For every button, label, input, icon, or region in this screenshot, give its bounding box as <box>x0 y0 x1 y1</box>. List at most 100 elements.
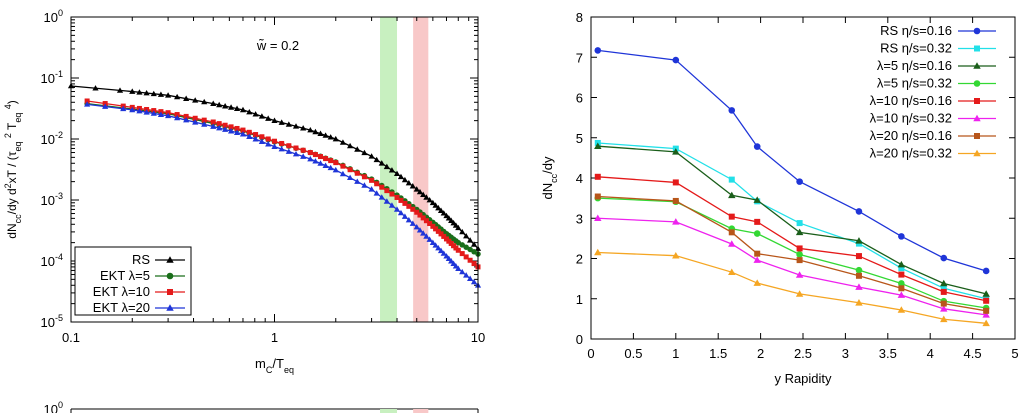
data-point <box>201 98 208 105</box>
data-point <box>239 106 247 113</box>
data-point <box>470 278 478 285</box>
data-point <box>423 218 429 224</box>
data-point <box>183 113 189 119</box>
data-point <box>402 200 408 206</box>
legend-marker <box>973 80 981 87</box>
y-tick-label: 10-1 <box>41 69 63 86</box>
data-point <box>222 126 229 132</box>
data-point <box>354 170 360 176</box>
data-point <box>426 236 433 242</box>
data-point <box>430 223 436 229</box>
data-point <box>982 319 990 327</box>
data-point <box>413 186 420 192</box>
data-point <box>312 128 319 135</box>
data-point <box>795 228 804 236</box>
x-tick-label: 1 <box>271 330 278 345</box>
data-point <box>388 202 396 208</box>
series-line <box>597 195 987 312</box>
legend-marker <box>167 289 173 295</box>
legend: RS η/s=0.16 RS η/s=0.32 λ=5 η/s=0.16 λ=5 η/… <box>870 23 996 161</box>
data-point <box>898 271 905 278</box>
x-tick-label: 4 <box>927 346 934 361</box>
x-tick-label: 4.5 <box>964 346 982 361</box>
data-point <box>897 260 906 268</box>
data-point <box>940 279 948 287</box>
y-tick-label: 3 <box>576 211 583 226</box>
data-point <box>433 226 439 232</box>
data-point <box>157 111 165 117</box>
x-tick-label: 2.5 <box>794 346 812 361</box>
data-point <box>84 98 90 104</box>
data-point <box>796 245 803 252</box>
x-tick-label: 5 <box>1011 346 1018 361</box>
data-point <box>192 115 198 121</box>
legend-marker <box>166 256 174 263</box>
data-point <box>394 194 400 200</box>
data-point <box>753 256 761 263</box>
data-point <box>234 125 240 131</box>
data-point <box>672 218 680 225</box>
legend-marker <box>974 133 980 139</box>
legend-label: λ=20 η/s=0.16 <box>870 128 952 143</box>
data-point <box>312 158 319 164</box>
legend-marker <box>973 114 981 122</box>
data-point <box>216 121 222 127</box>
data-point <box>855 240 862 247</box>
data-point <box>397 173 405 180</box>
data-point <box>753 279 761 286</box>
data-point <box>210 119 216 125</box>
data-point <box>438 231 444 237</box>
legend-marker <box>973 62 981 69</box>
data-point <box>183 117 190 123</box>
legend-label: λ=20 η/s=0.32 <box>870 146 952 161</box>
data-point <box>279 140 285 146</box>
legend-box <box>74 246 192 316</box>
data-point <box>327 134 334 140</box>
y-tick-label: 2 <box>576 252 583 267</box>
data-point <box>432 202 439 208</box>
highlight-band-0 <box>380 17 398 322</box>
data-point <box>300 125 307 131</box>
data-point <box>322 132 329 138</box>
data-point <box>258 138 265 144</box>
data-point <box>413 223 420 230</box>
data-point <box>278 119 285 125</box>
data-point <box>898 265 905 272</box>
series-3 <box>84 101 482 288</box>
data-point <box>940 300 947 307</box>
data-point <box>982 290 990 297</box>
legend-label: RS <box>132 252 150 267</box>
legend-marker <box>974 98 980 104</box>
data-point <box>441 233 447 239</box>
y-tick-label: 0 <box>576 332 583 347</box>
data-point <box>259 134 265 140</box>
data-point <box>393 206 401 212</box>
data-point <box>795 271 804 278</box>
series-0 <box>594 47 990 275</box>
data-point <box>982 311 990 318</box>
data-point <box>405 216 412 223</box>
data-point <box>753 196 761 203</box>
data-point <box>292 150 300 157</box>
data-point <box>455 265 462 271</box>
data-point <box>174 112 180 118</box>
data-point <box>328 158 334 164</box>
data-point <box>84 101 91 107</box>
data-point <box>796 220 803 227</box>
x-tick-label: 1.5 <box>709 346 727 361</box>
data-point <box>323 156 329 162</box>
data-point <box>354 178 361 184</box>
data-point <box>102 103 109 109</box>
data-point <box>672 179 679 186</box>
data-point <box>129 106 136 113</box>
data-point <box>416 188 424 195</box>
data-point <box>286 143 292 149</box>
data-point <box>728 191 736 199</box>
x-tick-label: 3 <box>842 346 849 361</box>
data-point <box>307 155 314 162</box>
data-point <box>265 115 272 121</box>
legend-marker <box>973 27 981 35</box>
data-point <box>406 203 412 209</box>
data-point <box>240 127 246 133</box>
